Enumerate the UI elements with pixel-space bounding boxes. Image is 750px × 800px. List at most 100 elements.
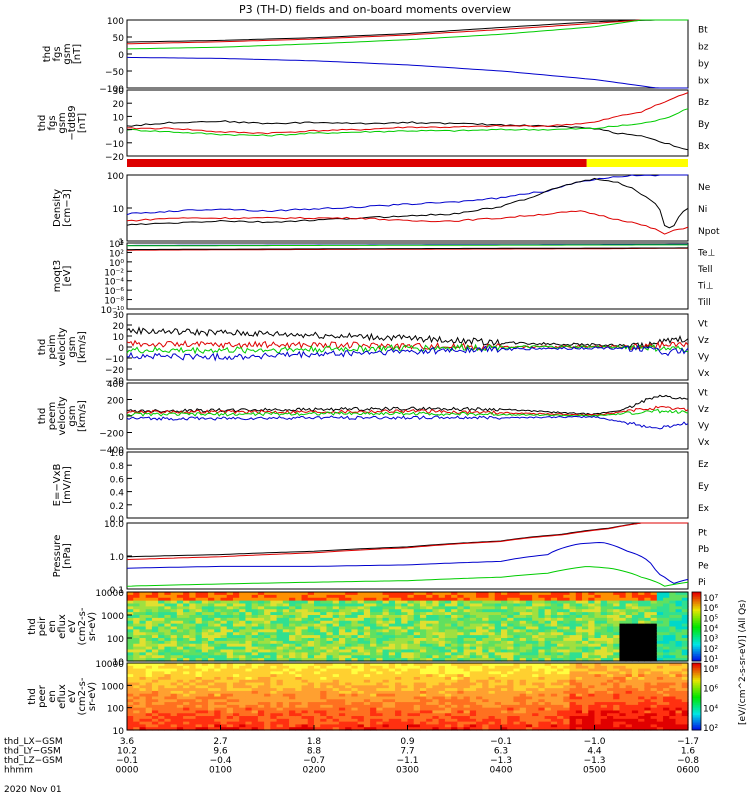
heatmap-cell [351, 620, 359, 625]
heatmap-cell [663, 658, 670, 662]
colorbar-cell [692, 704, 701, 708]
heatmap-cell [226, 702, 234, 706]
heatmap-cell [232, 649, 240, 653]
heatmap-cell [507, 635, 515, 639]
heatmap-cell [638, 688, 645, 692]
heatmap-cell [208, 727, 215, 731]
legend-entry: Pi [698, 578, 706, 588]
heatmap-cell [488, 646, 496, 651]
heatmap-cell [663, 603, 670, 607]
heatmap-cell [513, 615, 521, 619]
heatmap-cell [681, 716, 689, 720]
heatmap-cell [314, 718, 321, 723]
heatmap-cell [544, 710, 552, 714]
heatmap-cell [451, 718, 458, 723]
heatmap-cell [606, 690, 614, 695]
heatmap-cell [681, 629, 689, 633]
heatmap-cell [619, 682, 627, 686]
heatmap-cell [382, 665, 390, 670]
heatmap-cell [289, 652, 296, 656]
heatmap-cell [669, 632, 677, 636]
heatmap-cell [619, 671, 627, 675]
heatmap-cell [370, 702, 377, 706]
heatmap-cell [525, 671, 533, 675]
heatmap-cell [469, 594, 477, 599]
heatmap-cell [320, 594, 328, 599]
heatmap-cell [575, 649, 583, 653]
heatmap-cell [488, 597, 496, 602]
heatmap-cell [176, 704, 184, 709]
heatmap-cell [575, 724, 583, 728]
heatmap-cell [419, 682, 427, 686]
heatmap-cell [345, 685, 352, 689]
heatmap-cell [251, 592, 259, 596]
heatmap-cell [594, 594, 602, 599]
heatmap-cell [532, 699, 539, 703]
heatmap-cell [357, 699, 365, 703]
y-axis-title-line: moqt3 [52, 260, 63, 293]
colorbar-cell [692, 726, 701, 729]
heatmap-cell [127, 721, 134, 726]
heatmap-cell [569, 626, 577, 630]
heatmap-cell [675, 606, 683, 610]
heatmap-cell [164, 626, 172, 630]
heatmap-cell [226, 609, 234, 613]
heatmap-cell [631, 716, 639, 720]
heatmap-cell [139, 594, 147, 599]
heatmap-cell [606, 603, 614, 607]
heatmap-cell [538, 713, 546, 717]
heatmap-cell [251, 635, 259, 639]
heatmap-cell [407, 600, 415, 605]
heatmap-cell [525, 655, 533, 659]
heatmap-cell [232, 629, 240, 633]
heatmap-cell [245, 665, 253, 670]
heatmap-cell [619, 704, 627, 709]
heatmap-cell [145, 665, 153, 670]
heatmap-cell [208, 623, 215, 628]
y-axis-title-line: [mV/m] [62, 466, 73, 504]
heatmap-cell [158, 638, 165, 642]
heatmap-cell [151, 718, 159, 723]
heatmap-cell [575, 646, 583, 651]
heatmap-cell [376, 707, 384, 712]
heatmap-cell [307, 592, 315, 596]
heatmap-cell [638, 685, 645, 689]
heatmap-cell [432, 671, 440, 675]
heatmap-cell [557, 696, 564, 700]
heatmap-cell [376, 612, 384, 616]
heatmap-cell [575, 658, 583, 662]
legend-entry: Ni [698, 205, 707, 215]
heatmap-cell [513, 643, 521, 648]
heatmap-cell [201, 597, 209, 602]
colorbar-cell [692, 628, 701, 631]
heatmap-cell [594, 724, 602, 728]
heatmap-cell [438, 620, 446, 625]
heatmap-cell [295, 663, 303, 667]
heatmap-cell [382, 716, 390, 720]
heatmap-cell [525, 643, 533, 648]
heatmap-cell [363, 652, 371, 656]
heatmap-cell [631, 668, 639, 672]
heatmap-cell [663, 655, 670, 659]
heatmap-cell [370, 671, 377, 675]
heatmap-cell [525, 676, 533, 681]
heatmap-cell [295, 688, 303, 692]
heatmap-cell [507, 603, 515, 607]
heatmap-cell [388, 721, 396, 726]
heatmap-cell [519, 606, 527, 610]
heatmap-cell [363, 679, 371, 684]
heatmap-cell [594, 649, 602, 653]
heatmap-cell [513, 623, 521, 628]
heatmap-cell [363, 623, 371, 628]
heatmap-cell [432, 674, 440, 678]
y-tick-label: 100 [107, 705, 124, 715]
heatmap-cell [127, 727, 134, 731]
heatmap-cell [239, 668, 247, 672]
heatmap-cell [613, 620, 621, 625]
heatmap-cell [650, 713, 658, 717]
heatmap-cell [170, 655, 178, 659]
heatmap-cell [588, 640, 596, 645]
heatmap-cell [251, 668, 259, 672]
heatmap-cell [600, 635, 608, 639]
heatmap-cell [220, 690, 228, 695]
